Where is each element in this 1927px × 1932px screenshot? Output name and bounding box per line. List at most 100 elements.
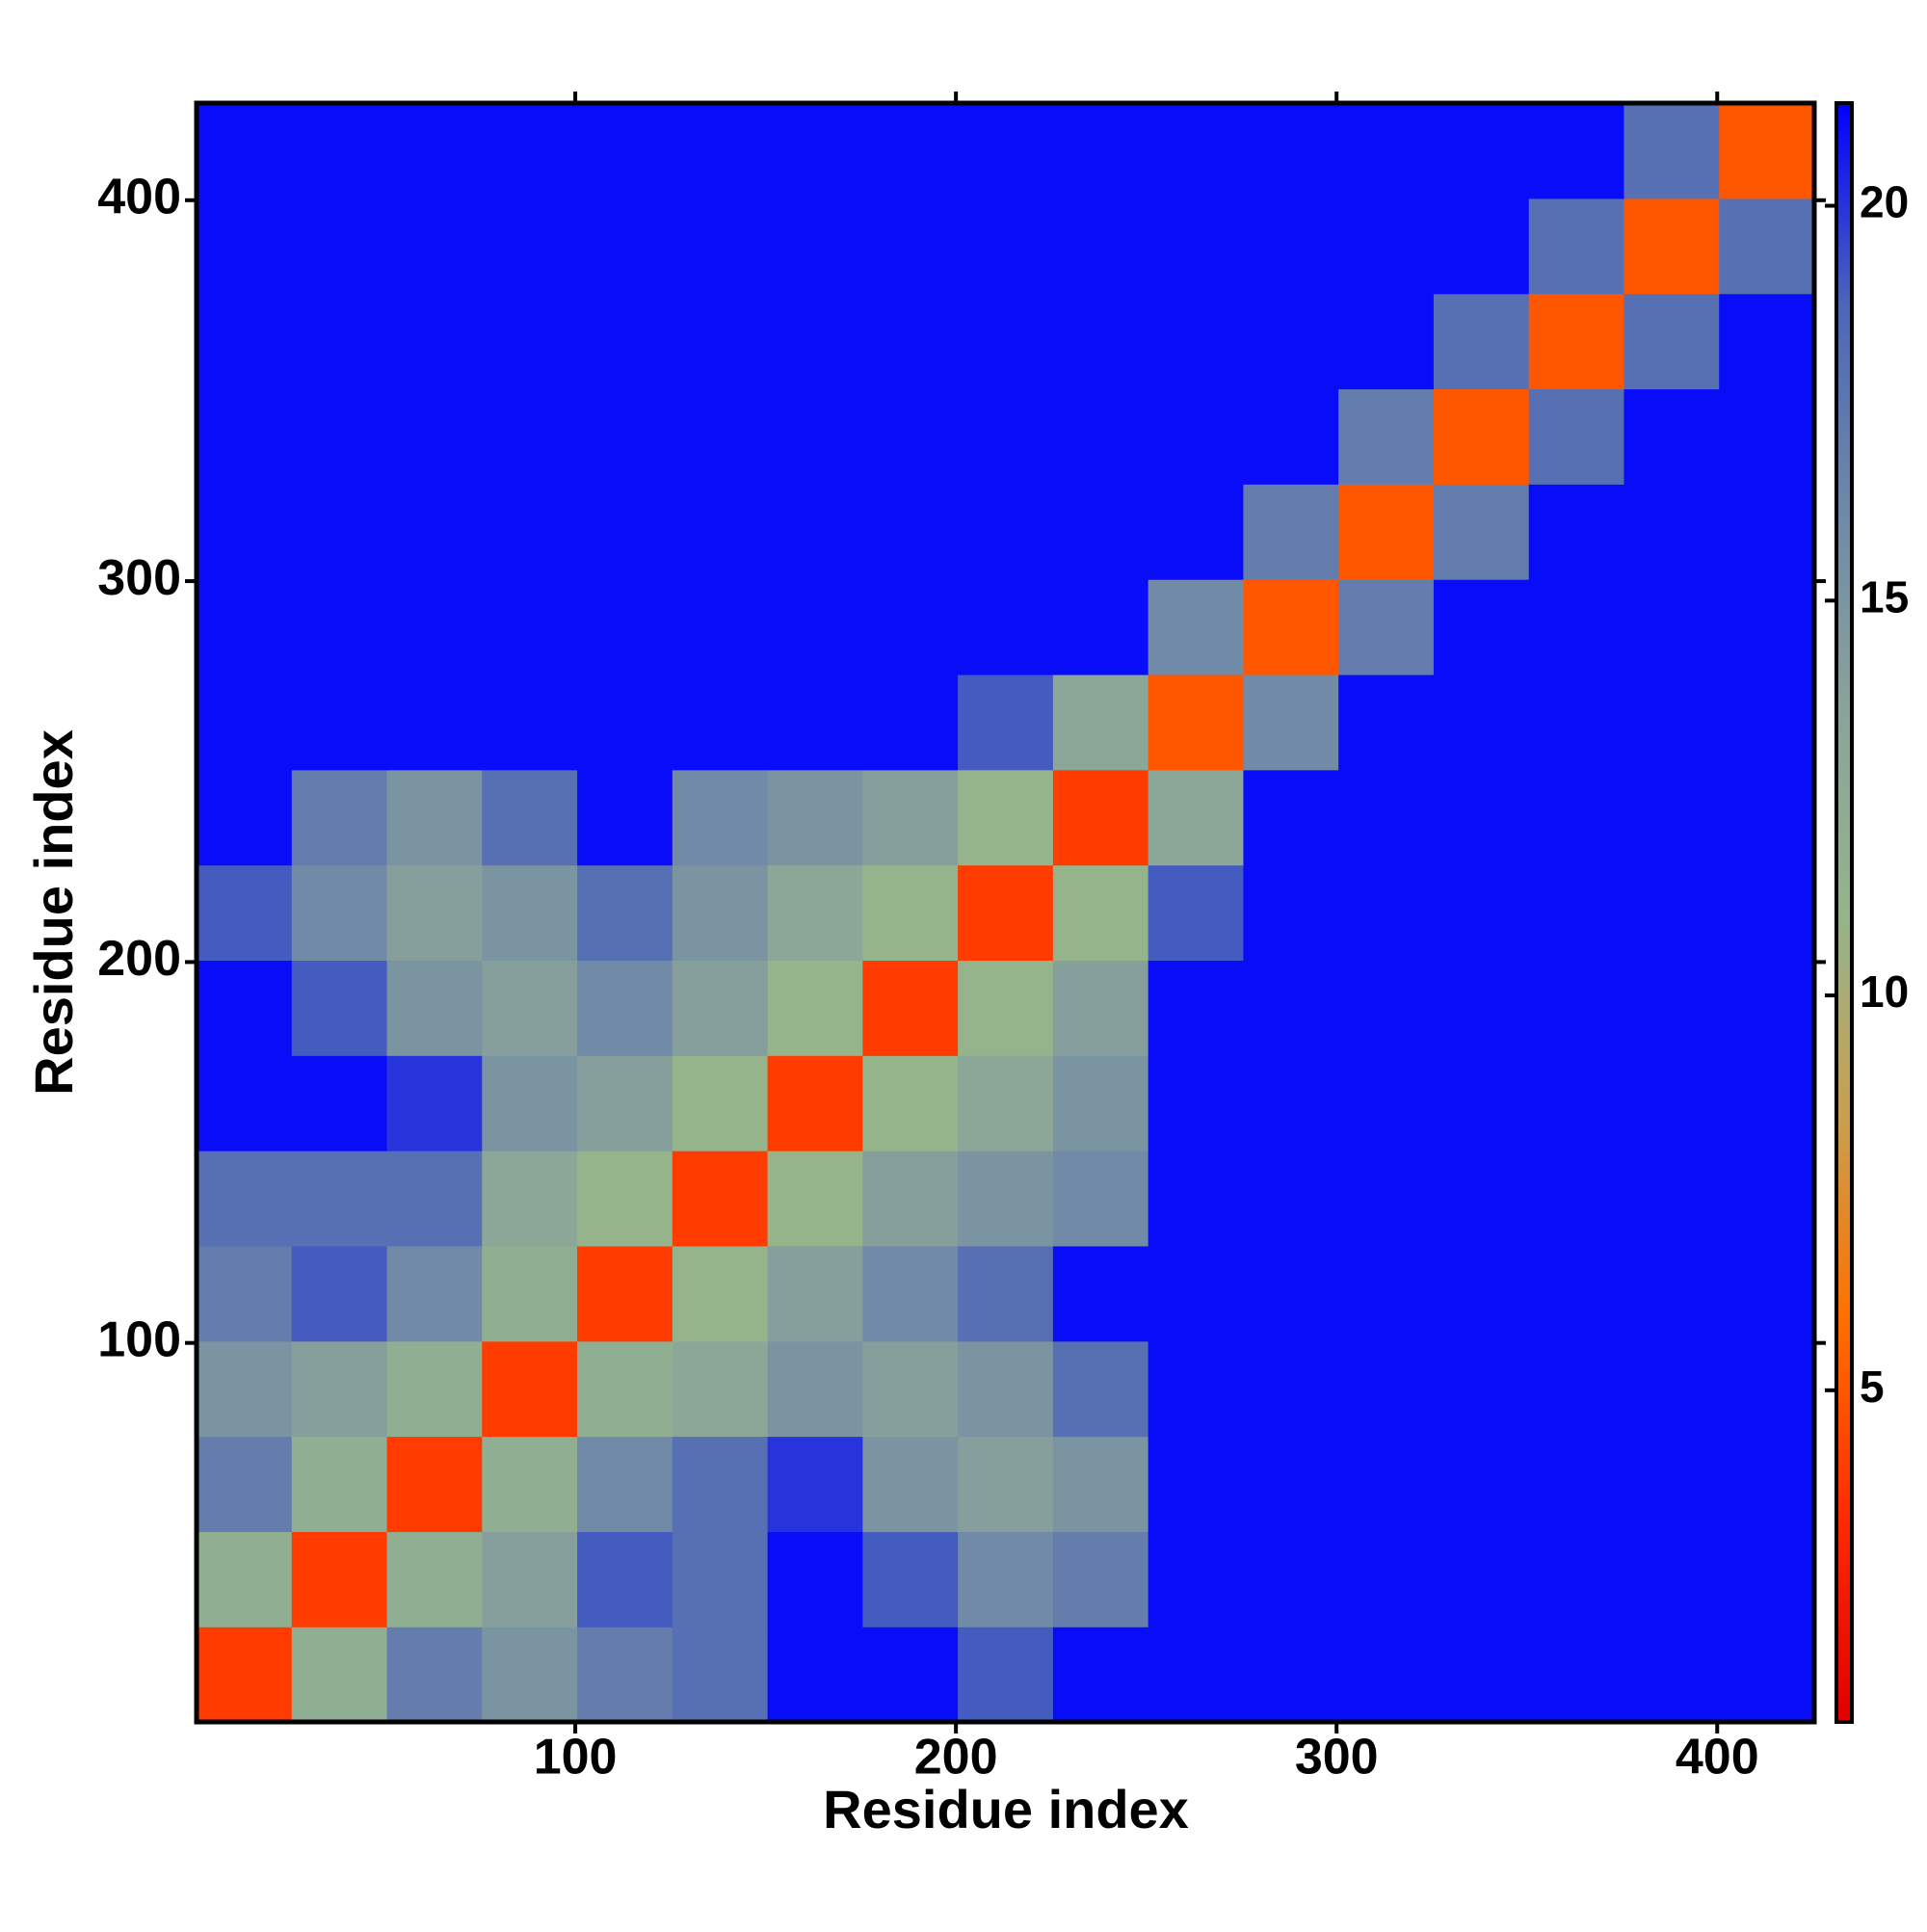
heatmap-cell (958, 103, 1054, 199)
heatmap-cell (291, 293, 388, 390)
heatmap-cell (1719, 388, 1815, 485)
heatmap-cell (1338, 960, 1435, 1056)
heatmap-cell (291, 484, 388, 580)
heatmap-cell (291, 103, 388, 199)
y-tick-label: 200 (97, 931, 181, 987)
colorbar-tick-label: 20 (1860, 177, 1909, 227)
heatmap-cell (1243, 388, 1339, 485)
heatmap-cell (1052, 1151, 1149, 1247)
heatmap-cell (482, 1627, 578, 1723)
heatmap-cell (386, 1245, 483, 1342)
heatmap-cell (862, 103, 959, 199)
heatmap-cell (1623, 1151, 1720, 1247)
heatmap-cell (1719, 1055, 1815, 1151)
heatmap-cell (1338, 864, 1435, 962)
heatmap-cell (386, 484, 483, 580)
heatmap-cell (197, 1340, 293, 1438)
heatmap-cell (197, 1055, 293, 1151)
heatmap-cell (958, 1436, 1054, 1532)
heatmap-cell (386, 674, 483, 771)
heatmap-cell (1148, 579, 1245, 675)
heatmap-cell (672, 103, 769, 199)
heatmap-cell (1052, 1436, 1149, 1532)
heatmap-cell (1243, 1055, 1339, 1151)
heatmap-cell (1243, 1531, 1339, 1628)
heatmap-cell (1243, 103, 1339, 199)
heatmap-cell (1528, 293, 1625, 390)
heatmap-cell (1148, 864, 1245, 962)
heatmap-cell (1148, 103, 1245, 199)
heatmap-cell (386, 1055, 483, 1151)
heatmap-cell (482, 579, 578, 675)
heatmap-cell (1623, 1627, 1720, 1723)
heatmap-cell (482, 484, 578, 580)
heatmap-cell (1433, 960, 1530, 1056)
heatmap-cell (482, 1245, 578, 1342)
heatmap-cell (1338, 1436, 1435, 1532)
heatmap-cell (1623, 864, 1720, 962)
heatmap-cell (482, 769, 578, 866)
heatmap-cell (862, 1151, 959, 1247)
heatmap-cell (1052, 864, 1149, 962)
heatmap-cell (1148, 198, 1245, 295)
heatmap-cell (1052, 1055, 1149, 1151)
heatmap-cell (862, 864, 959, 962)
heatmap-cell (1148, 1531, 1245, 1628)
heatmap-cell (1528, 198, 1625, 295)
heatmap-cell (862, 484, 959, 580)
heatmap-cell (862, 769, 959, 866)
heatmap-cell (672, 1627, 769, 1723)
heatmap-cell (1433, 388, 1530, 485)
heatmap-cell (577, 198, 673, 295)
heatmap-cell (1433, 103, 1530, 199)
heatmap-cell (197, 1151, 293, 1247)
heatmap-cell (1433, 1436, 1530, 1532)
heatmap-cell (1148, 1436, 1245, 1532)
heatmap-cell (197, 960, 293, 1056)
heatmap-cells (197, 103, 1815, 1723)
y-axis-title: Residue index (23, 729, 84, 1096)
heatmap-cell (862, 1245, 959, 1342)
heatmap-cell (1433, 293, 1530, 390)
heatmap-cell (1148, 484, 1245, 580)
heatmap-cell (1052, 1245, 1149, 1342)
heatmap-cell (1243, 864, 1339, 962)
heatmap-cell (577, 1245, 673, 1342)
heatmap-cell (386, 864, 483, 962)
heatmap-cell (197, 1436, 293, 1532)
heatmap-cell (1623, 1436, 1720, 1532)
heatmap-cell (767, 293, 863, 390)
heatmap-cell (1148, 1055, 1245, 1151)
heatmap-cell (1433, 864, 1530, 962)
heatmap-cell (386, 1151, 483, 1247)
heatmap-cell (291, 579, 388, 675)
heatmap-cell (672, 864, 769, 962)
heatmap-cell (386, 1627, 483, 1723)
heatmap-cell (1528, 1627, 1625, 1723)
heatmap-cell (1528, 388, 1625, 485)
heatmap-cell (672, 1055, 769, 1151)
heatmap-cell (482, 103, 578, 199)
heatmap-cell (197, 674, 293, 771)
heatmap-cell (577, 1436, 673, 1532)
heatmap-cell (1719, 1436, 1815, 1532)
heatmap-cell (1528, 864, 1625, 962)
heatmap-cell (482, 960, 578, 1056)
heatmap-cell (1148, 1627, 1245, 1723)
heatmap-cell (862, 1436, 959, 1532)
heatmap-cell (197, 484, 293, 580)
heatmap-cell (672, 198, 769, 295)
heatmap-cell (958, 198, 1054, 295)
heatmap-cell (1623, 388, 1720, 485)
heatmap-cell (672, 1340, 769, 1438)
heatmap-cell (482, 864, 578, 962)
heatmap-cell (1148, 960, 1245, 1056)
heatmap-cell (1623, 960, 1720, 1056)
heatmap-cell (1623, 1340, 1720, 1438)
colorbar-tick-label: 10 (1860, 966, 1909, 1017)
heatmap-cell (1623, 1531, 1720, 1628)
heatmap-cell (577, 293, 673, 390)
heatmap-cell (197, 1245, 293, 1342)
heatmap-cell (767, 1531, 863, 1628)
heatmap-cell (1338, 1055, 1435, 1151)
